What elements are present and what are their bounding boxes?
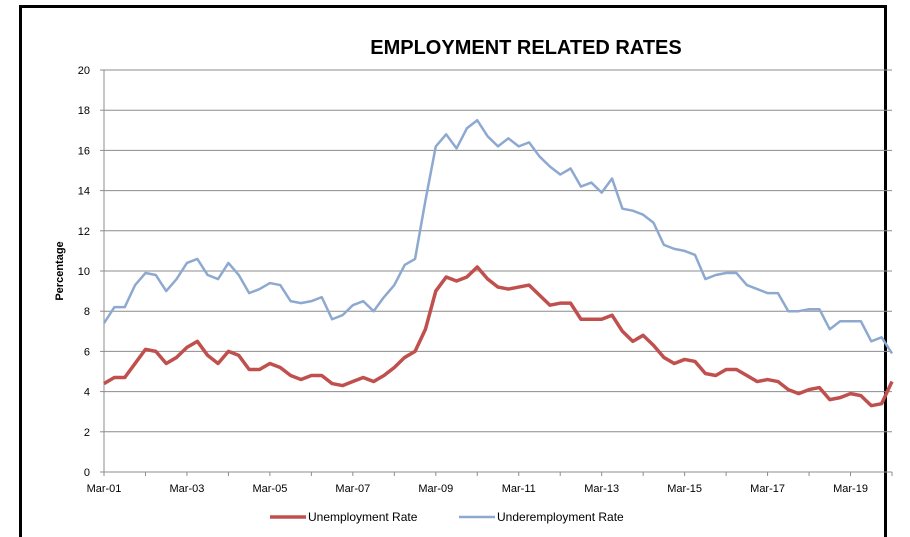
x-tick-label: Mar-03 [170, 483, 205, 495]
x-tick-label: Mar-07 [335, 483, 370, 495]
unemployment-rate-line [103, 265, 894, 408]
y-tick-label: 18 [78, 105, 90, 117]
gridlines [104, 69, 892, 433]
x-tick-label: Mar-17 [750, 483, 785, 495]
underemployment-rate-line [102, 119, 894, 355]
y-tick-label: 6 [84, 346, 90, 358]
y-tick-label: 12 [78, 226, 90, 238]
x-tick-label: Mar-01 [87, 483, 122, 495]
x-tick-label: Mar-09 [418, 483, 453, 495]
y-tick-label: 4 [84, 387, 90, 399]
y-tick-label: 8 [84, 306, 90, 318]
y-axis: 0 2 4 6 8 10 12 14 16 18 20 [78, 65, 105, 479]
y-tick-label: 2 [84, 427, 90, 439]
y-tick-label: 20 [78, 65, 90, 77]
x-tick-label: Mar-11 [502, 483, 536, 495]
x-tick-label: Mar-19 [833, 483, 868, 495]
legend: Unemployment Rate Underemployment Rate [270, 510, 624, 524]
y-tick-label: 16 [78, 145, 90, 157]
legend-underemployment-label: Underemployment Rate [497, 510, 624, 524]
x-axis: Mar-01 Mar-03 Mar-05 Mar-07 Mar-09 Mar-11 Mar-… [87, 471, 893, 495]
y-axis-label: Percentage [54, 241, 66, 300]
series-lines [102, 119, 894, 408]
chart-title: EMPLOYMENT RELATED RATES [370, 37, 681, 59]
x-tick-label: Mar-15 [667, 483, 702, 495]
x-tick-label: Mar-13 [584, 483, 619, 495]
legend-unemployment-label: Unemployment Rate [308, 510, 418, 524]
y-tick-label: 14 [78, 186, 90, 198]
x-tick-label: Mar-05 [252, 483, 287, 495]
y-tick-label: 10 [78, 266, 90, 278]
y-tick-label: 0 [84, 467, 90, 479]
